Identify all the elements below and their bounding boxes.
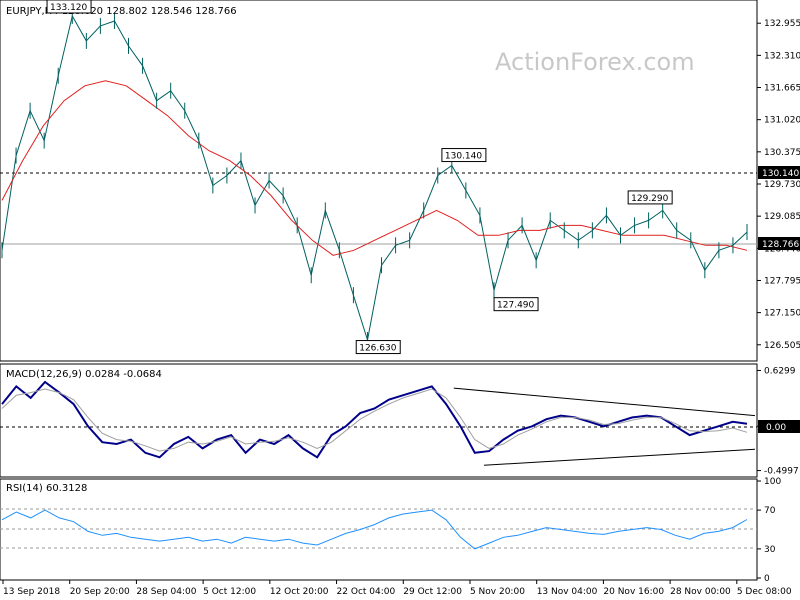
y-tick-label: 127.150	[764, 309, 800, 319]
rsi-header: RSI(14) 60.3128	[6, 483, 87, 494]
resistance-tag-label: 130.140	[762, 169, 799, 179]
macd-current-tag	[758, 420, 800, 433]
y-tick-label: 70	[764, 506, 776, 516]
current-price-tag	[758, 237, 800, 250]
watermark: ActionForex.com	[495, 48, 695, 76]
macd-series	[1, 380, 756, 466]
annotation-label: 133.120	[50, 3, 87, 13]
annotation-box	[46, 0, 92, 14]
macd-header: MACD(12,26,9) 0.0284 -0.0684	[6, 369, 162, 380]
price-panel	[0, 0, 758, 362]
x-tick-label: 12 Oct 20:00	[270, 587, 329, 597]
resistance-tag	[758, 166, 800, 179]
y-tick-label: 132.310	[764, 51, 800, 61]
y-tick-label: -0.4997	[764, 467, 799, 477]
x-tick-label: 28 Sep 04:00	[136, 587, 196, 597]
annotation-box	[493, 297, 539, 312]
x-tick-label: 20 Nov 16:00	[603, 587, 664, 597]
annotation-label: 126.630	[359, 344, 396, 354]
y-tick-label: 127.795	[764, 276, 800, 286]
x-tick-label: 20 Sep 20:00	[70, 587, 130, 597]
y-tick-label: 126.505	[764, 341, 800, 351]
trendline	[483, 448, 756, 466]
y-tick-label: 130.375	[764, 148, 800, 158]
trendline	[453, 387, 756, 417]
x-tick-label: 28 Nov 00:00	[670, 587, 731, 597]
x-tick-label: 5 Nov 20:00	[470, 587, 525, 597]
series-line-1	[1, 80, 748, 256]
rsi-series	[1, 509, 748, 550]
series-line-0	[1, 14, 748, 341]
current-price-tag-label: 128.766	[762, 240, 799, 250]
y-tick-label: 131.665	[764, 84, 800, 94]
macd-current-tag-label: 0.00	[766, 423, 786, 433]
y-tick-label: 132.955	[764, 19, 800, 29]
price-series	[1, 7, 748, 349]
y-tick-label: 100	[764, 477, 781, 487]
annotation-label: 130.140	[445, 152, 482, 162]
x-tick-label: 13 Sep 2018	[3, 587, 60, 597]
rsi-y-axis: 100 70 30 0	[757, 477, 781, 584]
price-y-axis: 132.955 132.310 131.665 131.020 130.375 129.7…	[757, 19, 800, 351]
y-tick-label: 131.020	[764, 116, 800, 126]
annotation-label: 129.290	[631, 194, 668, 204]
x-tick-label: 5 Dec 08:00	[737, 587, 792, 597]
macd-panel	[0, 363, 758, 478]
price-annotations: 133.120 130.140 126.630 127.490 129.290	[46, 0, 673, 355]
series-line-0	[1, 509, 748, 550]
x-tick-label: 29 Oct 12:00	[403, 587, 462, 597]
y-tick-label: 129.730	[764, 180, 800, 190]
y-tick-label: 129.085	[764, 212, 800, 222]
y-tick-label: 30	[764, 545, 776, 555]
annotation-box	[441, 148, 487, 163]
y-tick-label: 0	[764, 574, 770, 584]
series-line-1	[1, 388, 748, 452]
annotation-box	[627, 190, 673, 205]
x-tick-label: 13 Nov 04:00	[537, 587, 598, 597]
price-header: EURJPY,H4 128.620 128.802 128.546 128.76…	[6, 6, 237, 17]
x-tick-label: 5 Oct 12:00	[203, 587, 256, 597]
x-tick-label: 22 Oct 04:00	[337, 587, 396, 597]
time-axis: 13 Sep 2018 20 Sep 20:00 28 Sep 04:00 5 Oct…	[2, 580, 792, 597]
annotation-box	[355, 340, 401, 355]
y-tick-label: 0.6299	[764, 366, 796, 376]
annotation-label: 127.490	[497, 301, 534, 311]
